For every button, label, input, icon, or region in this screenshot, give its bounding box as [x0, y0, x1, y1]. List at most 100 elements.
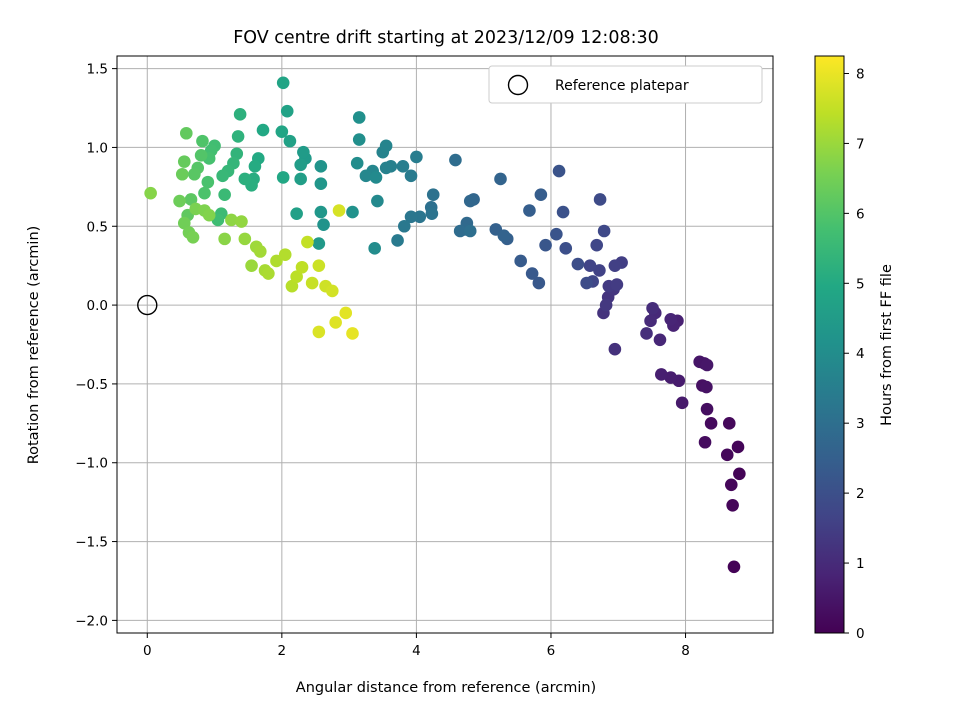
scatter-point	[188, 167, 201, 181]
scatter-point	[550, 227, 563, 241]
scatter-point	[194, 149, 208, 162]
scatter-point	[218, 232, 231, 246]
y-tick-label: 1.0	[87, 140, 108, 156]
colorbar-tick-label: 0	[856, 626, 865, 642]
scatter-point	[731, 440, 745, 454]
scatter-point	[532, 276, 546, 290]
scatter-point	[463, 224, 477, 238]
scatter-point	[552, 164, 566, 178]
axes-frame	[116, 55, 774, 634]
scatter-point	[523, 204, 536, 217]
x-tick-label: 6	[547, 643, 556, 659]
scatter-point	[312, 237, 326, 250]
scatter-point	[225, 213, 238, 227]
scatter-point	[700, 402, 714, 416]
scatter-point	[254, 245, 267, 258]
scatter-point	[256, 123, 270, 137]
colorbar-tick-label: 3	[856, 416, 865, 432]
scatter-point	[312, 325, 326, 339]
scatter-point	[290, 270, 303, 284]
scatter-point	[262, 267, 275, 280]
scatter-point	[314, 160, 328, 173]
scatter-point	[294, 172, 307, 186]
plot-area-border	[116, 55, 774, 634]
scatter-point	[326, 284, 339, 298]
scatter-point	[346, 327, 359, 340]
scatter-point	[404, 210, 418, 224]
colorbar-tick-label: 8	[856, 66, 865, 82]
scatter-point	[346, 205, 359, 219]
scatter-point	[196, 134, 209, 148]
scatter-point	[332, 204, 346, 217]
scatter-point	[675, 396, 689, 410]
scatter-point	[301, 235, 314, 249]
legend-marker	[507, 74, 529, 96]
x-tick-label: 4	[412, 643, 421, 659]
scatter-point	[314, 205, 328, 219]
axis-ticks: 0 2 4 6 8 1.5 1.0 0.5 0.0 −0.5 −1.0 −1.5 −2.0	[75, 62, 690, 659]
scatter-point	[175, 167, 189, 181]
scatter-point	[350, 156, 364, 170]
colorbar-label: Hours from first FF file	[879, 264, 895, 426]
x-tick-label: 2	[278, 643, 287, 659]
scatter-point	[352, 111, 366, 124]
scatter-point	[556, 205, 570, 219]
scatter-point	[644, 314, 657, 328]
scatter-point	[379, 161, 393, 175]
scatter-point	[238, 232, 252, 246]
scatter-point	[653, 333, 667, 347]
scatter-point	[404, 169, 418, 183]
colorbar-tick-label: 4	[856, 346, 865, 362]
scatter-points	[144, 76, 746, 574]
scatter-point	[391, 234, 404, 247]
scatter-point	[230, 147, 244, 161]
scatter-point	[704, 417, 718, 430]
scatter-point	[608, 259, 622, 272]
scatter-point	[720, 448, 734, 462]
scatter-point	[722, 417, 736, 430]
colorbar-tick-label: 5	[856, 276, 865, 292]
scatter-point	[410, 150, 423, 164]
legend-entry-reference-platepar: Reference platepar	[555, 78, 689, 94]
scatter-point	[463, 194, 477, 208]
scatter-point	[184, 193, 198, 206]
scatter-point	[726, 499, 739, 512]
legend: Reference platepar	[488, 65, 763, 104]
colorbar-tick-label: 6	[856, 206, 865, 222]
scatter-point	[559, 242, 573, 255]
colorbar-gradient	[814, 55, 845, 634]
scatter-point	[590, 238, 604, 252]
y-axis-label: Rotation from reference (arcmin)	[26, 226, 42, 465]
scatter-point	[583, 259, 597, 272]
scatter-point	[724, 478, 738, 492]
scatter-point	[597, 224, 611, 238]
scatter-point	[280, 104, 294, 118]
scatter-point	[248, 160, 262, 173]
scatter-point	[371, 194, 384, 208]
scatter-point	[369, 171, 383, 184]
colorbar-ticks: 0 1 2 3 4 5 6 7 8	[844, 66, 865, 642]
scatter-point	[494, 172, 507, 186]
y-tick-label: 1.5	[87, 62, 108, 78]
scatter-point	[305, 276, 319, 290]
scatter-point	[216, 169, 229, 183]
scatter-point	[352, 133, 366, 146]
scatter-point	[525, 267, 539, 280]
scatter-point	[700, 380, 713, 394]
scatter-point	[275, 125, 289, 138]
y-tick-label: −2.0	[75, 613, 108, 629]
scatter-point	[368, 242, 381, 255]
colorbar-tick-label: 7	[856, 136, 865, 152]
scatter-point	[640, 327, 653, 340]
scatter-point	[294, 158, 307, 172]
x-tick-label: 8	[681, 643, 690, 659]
scatter-point	[177, 216, 191, 230]
scatter-point	[285, 279, 299, 293]
x-axis-label: Angular distance from reference (arcmin)	[296, 680, 596, 696]
scatter-point	[593, 264, 606, 277]
scatter-point	[413, 210, 427, 224]
y-tick-label: 0.5	[87, 219, 108, 235]
scatter-point	[276, 171, 290, 184]
scatter-point	[297, 145, 310, 159]
